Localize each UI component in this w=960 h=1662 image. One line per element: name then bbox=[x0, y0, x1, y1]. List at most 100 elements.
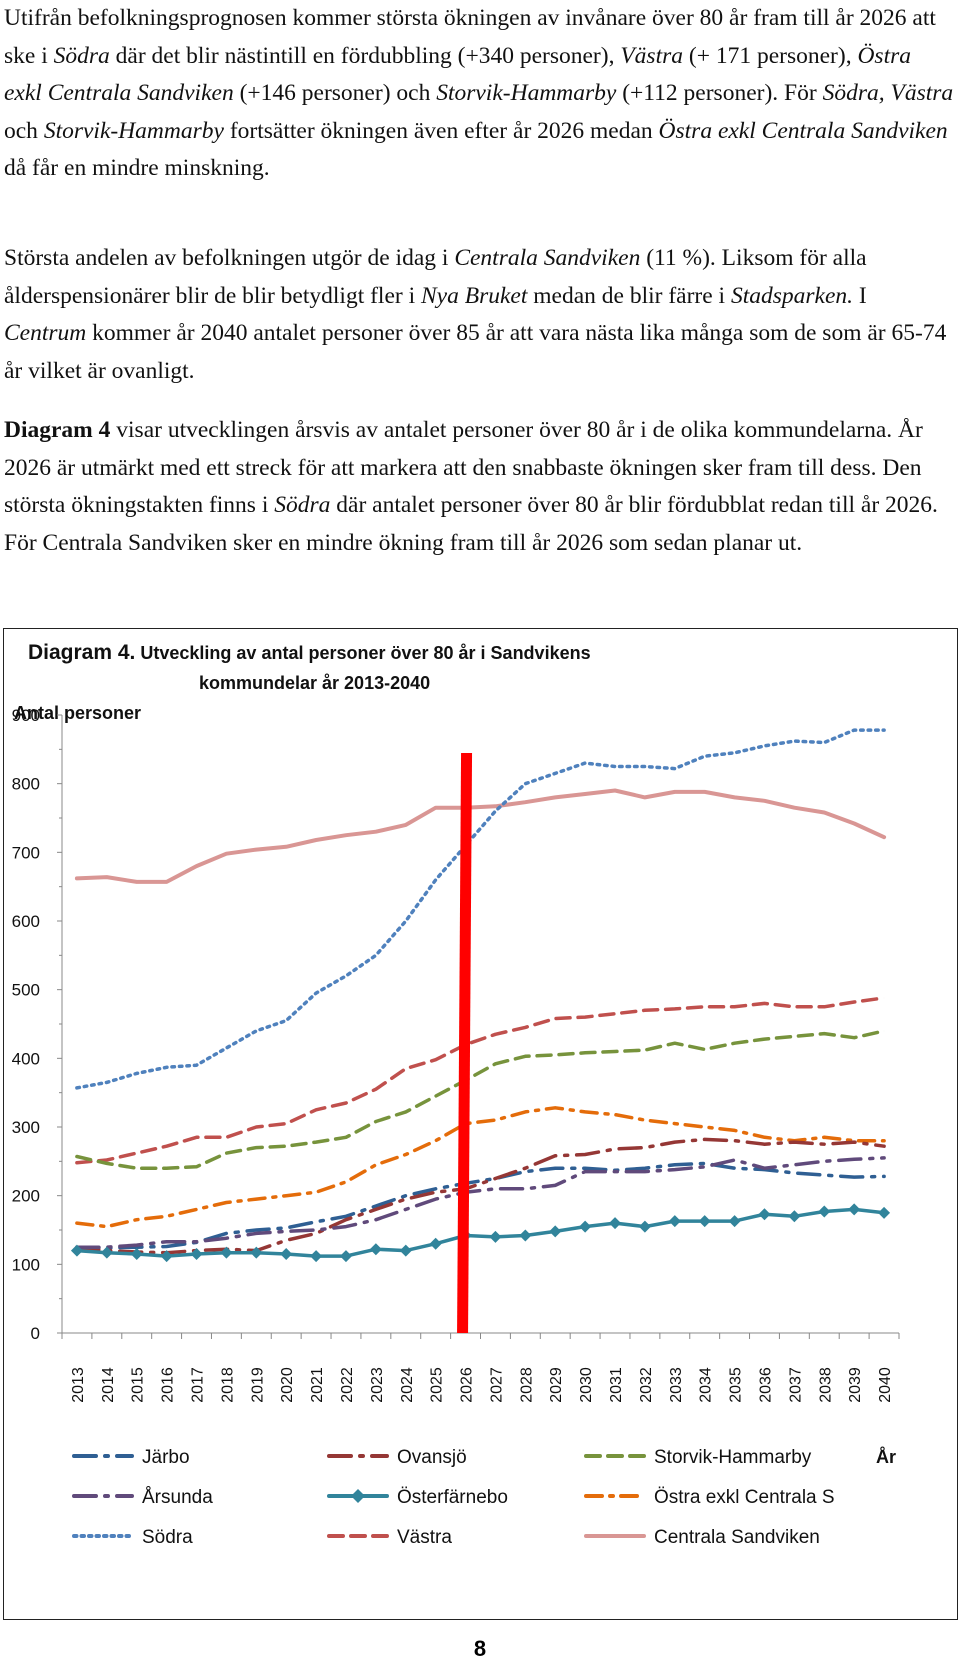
series-line bbox=[75, 1156, 886, 1249]
legend-label: Järbo bbox=[142, 1447, 190, 1468]
paragraph-text: Diagram 4 visar utvecklingen årsvis av a… bbox=[4, 412, 954, 562]
x-tick-label: 2019 bbox=[249, 1367, 266, 1403]
data-point bbox=[758, 1208, 771, 1221]
text-run: Östra exkl Centrala Sandviken bbox=[4, 42, 911, 107]
data-point bbox=[405, 1153, 407, 1155]
series-line bbox=[75, 728, 886, 1090]
data-point bbox=[280, 1248, 293, 1261]
data-point bbox=[405, 1067, 407, 1069]
data-point bbox=[823, 1136, 825, 1138]
text-run: och bbox=[4, 117, 44, 144]
data-point bbox=[674, 1164, 676, 1166]
data-point bbox=[345, 1181, 347, 1183]
data-point bbox=[763, 1136, 765, 1138]
chart-frame: Diagram 4. Utveckling av antal personer … bbox=[3, 628, 958, 1620]
data-point bbox=[644, 1119, 646, 1121]
data-point bbox=[614, 1050, 616, 1052]
data-point bbox=[674, 1042, 676, 1044]
data-point bbox=[339, 1250, 352, 1263]
data-point bbox=[554, 1017, 556, 1019]
series-line bbox=[75, 1137, 886, 1255]
series-line bbox=[74, 788, 887, 884]
data-point bbox=[733, 1159, 735, 1161]
data-point bbox=[285, 1227, 287, 1229]
legend-label: Östra exkl Centrala S bbox=[654, 1487, 835, 1508]
year-2026-marker bbox=[457, 752, 473, 1334]
x-tick-label: 2016 bbox=[160, 1367, 177, 1403]
data-point bbox=[853, 729, 855, 731]
text-run: Södra bbox=[274, 492, 331, 518]
data-point bbox=[255, 1232, 257, 1234]
data-point bbox=[369, 1243, 382, 1256]
data-point bbox=[733, 1042, 735, 1044]
data-point bbox=[315, 1141, 317, 1143]
data-point bbox=[100, 1246, 113, 1259]
chart-title: Diagram 4. Utveckling av antal personer … bbox=[14, 641, 591, 723]
legend-item: Östra exkl Centrala S bbox=[584, 1487, 835, 1508]
data-point bbox=[165, 1066, 167, 1068]
series-line bbox=[75, 1106, 886, 1229]
x-tick-label: 2013 bbox=[70, 1367, 87, 1403]
data-point bbox=[703, 1048, 705, 1050]
y-tick-label: 200 bbox=[12, 1187, 40, 1206]
x-tick-label: 2036 bbox=[757, 1367, 774, 1403]
data-point bbox=[195, 1136, 197, 1138]
data-point bbox=[674, 1168, 676, 1170]
legend-item: Ovansjö bbox=[327, 1447, 467, 1468]
paragraph-text: Största andelen av befolkningen utgör de… bbox=[4, 240, 954, 390]
data-point bbox=[106, 1159, 108, 1161]
x-tick-label: 2037 bbox=[787, 1367, 804, 1403]
data-point bbox=[429, 1237, 442, 1250]
y-tick-label: 700 bbox=[12, 843, 40, 862]
data-point bbox=[405, 1198, 407, 1200]
x-tick-label: 2038 bbox=[817, 1367, 834, 1403]
data-point bbox=[315, 1232, 317, 1234]
legend-item: Årsunda bbox=[72, 1487, 213, 1508]
data-point bbox=[703, 1126, 705, 1128]
data-point bbox=[165, 881, 167, 883]
data-point bbox=[315, 1229, 317, 1231]
data-point bbox=[315, 1191, 317, 1193]
data-point bbox=[793, 807, 795, 809]
x-tick-label: 2021 bbox=[309, 1367, 326, 1403]
data-point bbox=[823, 811, 825, 813]
data-point bbox=[788, 1210, 801, 1223]
data-point bbox=[733, 796, 735, 798]
y-tick-label: 300 bbox=[12, 1118, 40, 1137]
x-tick-label: 2040 bbox=[877, 1367, 894, 1403]
data-point bbox=[614, 1113, 616, 1115]
data-point bbox=[255, 1030, 257, 1032]
data-point bbox=[878, 1206, 891, 1219]
text-run: (+146 personer) och bbox=[233, 80, 437, 106]
data-point bbox=[76, 1222, 78, 1224]
data-point bbox=[728, 1215, 741, 1228]
data-point bbox=[853, 1158, 855, 1160]
data-point bbox=[763, 1038, 765, 1040]
data-point bbox=[225, 853, 227, 855]
data-point bbox=[614, 1148, 616, 1150]
data-point bbox=[285, 1230, 287, 1232]
data-point bbox=[136, 1152, 138, 1154]
data-point bbox=[853, 1001, 855, 1003]
data-point bbox=[584, 762, 586, 764]
data-point bbox=[315, 1221, 317, 1223]
text-run: Östra exkl Centrala Sandviken bbox=[658, 117, 948, 144]
data-point bbox=[375, 1205, 377, 1207]
data-point bbox=[225, 1237, 227, 1239]
data-point bbox=[220, 1246, 233, 1259]
data-point bbox=[883, 997, 885, 999]
series--stra-exkl-centrala-s bbox=[75, 1106, 886, 1229]
data-point bbox=[584, 1111, 586, 1113]
data-point bbox=[763, 745, 765, 747]
paragraph-text: Utifrån befolkningsprognosen kommer stör… bbox=[4, 0, 954, 188]
data-point bbox=[883, 729, 885, 731]
data-point bbox=[250, 1246, 263, 1259]
page-number: 8 bbox=[473, 1636, 487, 1661]
data-point bbox=[554, 772, 556, 774]
text-run: Stadsparken. bbox=[730, 282, 854, 309]
series-ovansj- bbox=[75, 1137, 886, 1255]
text-run: Storvik-Hammarby bbox=[43, 117, 224, 144]
data-point bbox=[434, 1191, 436, 1193]
data-point bbox=[823, 1160, 825, 1162]
data-point bbox=[554, 796, 556, 798]
